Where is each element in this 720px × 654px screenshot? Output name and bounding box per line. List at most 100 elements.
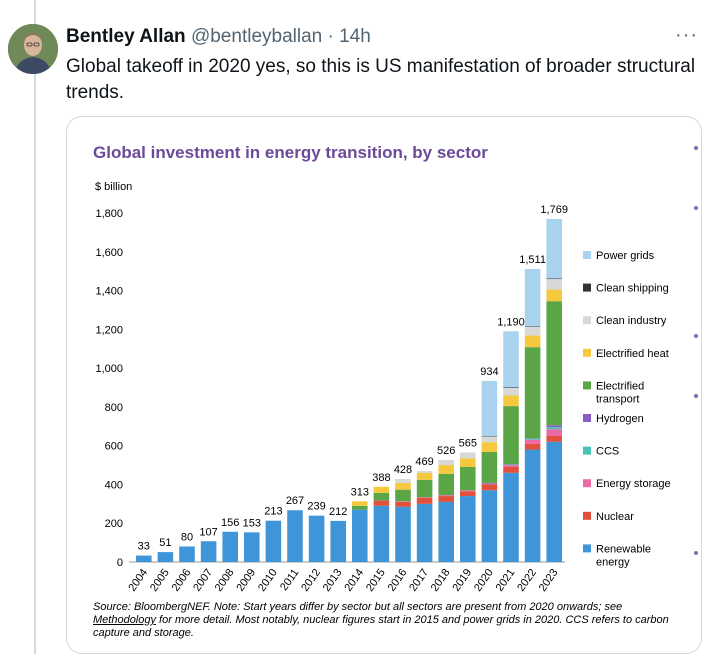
legend-swatch: [583, 348, 591, 357]
separator-dot: ·: [327, 26, 334, 47]
bar-segment-nuclear: [481, 484, 498, 491]
y-tick-label: 1,000: [95, 363, 123, 375]
bar-segment-energy-storage: [503, 465, 519, 467]
bar-segment-renewable-energy: [524, 449, 541, 562]
bar-segment-clean-industry: [503, 387, 519, 396]
x-tick-label: 2023: [537, 567, 561, 594]
legend-swatch: [583, 381, 591, 390]
bar-segment-nuclear: [416, 498, 433, 504]
y-tick-label: 0: [117, 557, 123, 569]
bar-segment-electrified-transport: [373, 492, 390, 501]
bar-total-label: 156: [221, 517, 239, 529]
y-tick-label: 1,800: [95, 208, 123, 220]
x-tick-label: 2011: [278, 567, 301, 593]
x-tick-label: 2004: [126, 567, 150, 594]
x-tick-label: 2010: [256, 567, 280, 594]
x-tick-label: 2021: [494, 567, 518, 594]
tweet-time[interactable]: 14h: [339, 26, 371, 47]
bar-segment-energy-storage: [395, 501, 411, 502]
bar-segment-electrified-transport: [481, 451, 498, 483]
legend-swatch: [583, 414, 591, 422]
bar-segment-clean-industry: [524, 326, 541, 336]
bar-segment-energy-storage: [438, 495, 454, 497]
bar-segment-renewable-energy: [503, 472, 519, 562]
bar-total-label: 107: [199, 526, 217, 538]
legend-swatch: [583, 251, 591, 259]
bar-segment-electrified-heat: [460, 458, 476, 467]
bar-segment-energy-storage: [460, 490, 476, 492]
bar-total-label: 428: [394, 464, 412, 476]
bar-segment-electrified-transport: [460, 466, 476, 491]
bar-segment-clean-industry: [481, 436, 498, 443]
bar-segment-renewable-energy: [136, 555, 152, 562]
bar-segment-hydrogen: [546, 425, 562, 428]
author-name[interactable]: Bentley Allan: [66, 26, 186, 47]
bar-segment-renewable-energy: [200, 541, 217, 562]
bar-segment-energy-storage: [373, 500, 390, 502]
bar-segment-electrified-transport: [395, 489, 411, 502]
bar-segment-energy-storage: [481, 483, 498, 485]
x-tick-label: 2007: [191, 567, 215, 594]
x-tick-label: 2016: [386, 567, 410, 594]
legend-swatch: [583, 479, 591, 488]
bar-segment-clean-industry: [416, 471, 433, 474]
author-handle[interactable]: @bentleyballan: [190, 26, 323, 47]
edge-dot: [694, 206, 698, 210]
source-text-2: for more detail. Most notably, nuclear f…: [93, 614, 669, 639]
bar-segment-clean-industry: [395, 479, 411, 483]
bar-segment-hydrogen: [524, 438, 541, 439]
bar-total-label: 565: [459, 437, 477, 449]
bar-segment-renewable-energy: [395, 506, 411, 562]
legend-swatch: [583, 283, 591, 292]
legend-label: Renewable energy: [596, 543, 651, 568]
x-tick-label: 2019: [450, 567, 474, 594]
bar-segment-power-grids: [481, 380, 498, 437]
bar-total-label: 80: [181, 531, 193, 543]
bar-segment-renewable-energy: [438, 501, 454, 562]
bar-segment-nuclear: [524, 443, 541, 450]
bar-segment-electrified-transport: [546, 301, 562, 426]
bar-segment-renewable-energy: [308, 515, 325, 562]
chart-image-card[interactable]: Global investment in energy transition, …: [66, 116, 702, 654]
bar-segment-energy-storage: [524, 439, 541, 444]
source-text-1: Source: BloombergNEF. Note: Start years …: [93, 601, 623, 613]
x-tick-label: 2013: [321, 567, 345, 594]
legend-label: Electrified transport: [596, 380, 644, 405]
legend-label: CCS: [596, 446, 619, 458]
avatar[interactable]: [8, 24, 58, 74]
bar-segment-clean-industry: [438, 460, 454, 466]
legend-label: Nuclear: [596, 511, 634, 523]
x-tick-label: 2012: [299, 567, 323, 594]
x-tick-label: 2008: [213, 567, 237, 594]
y-tick-label: 1,400: [95, 286, 123, 298]
legend-swatch: [583, 446, 591, 455]
bar-segment-renewable-energy: [481, 490, 498, 562]
legend-label: Energy storage: [596, 478, 671, 490]
bar-chart: 0 200 400 600 800 1,000 1,200 1,400 1,600 1,800 33…: [95, 204, 671, 594]
bar-segment-electrified-transport: [416, 479, 433, 498]
more-options-icon[interactable]: ···: [675, 24, 698, 46]
bar-segment-energy-storage: [546, 429, 562, 436]
bar-segment-power-grids: [524, 269, 541, 327]
edge-dot: [694, 146, 698, 150]
bar-segment-renewable-energy: [222, 531, 238, 562]
legend-label: Clean shipping: [596, 283, 669, 295]
methodology-link[interactable]: Methodology: [93, 614, 156, 626]
avatar-image: [8, 24, 58, 74]
y-tick-label: 1,600: [95, 247, 123, 259]
bar-segment-nuclear: [546, 435, 562, 442]
bar-segment-electrified-heat: [395, 482, 411, 490]
y-axis-unit-label: $ billion: [95, 181, 133, 193]
x-tick-label: 2015: [364, 567, 388, 594]
y-tick-label: 200: [105, 518, 123, 530]
bar-total-label: 212: [329, 506, 347, 518]
bar-segment-electrified-transport: [524, 347, 541, 439]
bar-segment-electrified-transport: [352, 505, 368, 510]
y-tick-label: 600: [105, 441, 123, 453]
bar-segment-electrified-heat: [481, 442, 498, 452]
bar-segment-ccs: [524, 438, 541, 440]
bar-total-label: 388: [372, 472, 390, 484]
thread-line: [34, 0, 36, 654]
bar-segment-hydrogen: [503, 464, 519, 465]
bar-segment-hydrogen: [481, 482, 498, 484]
